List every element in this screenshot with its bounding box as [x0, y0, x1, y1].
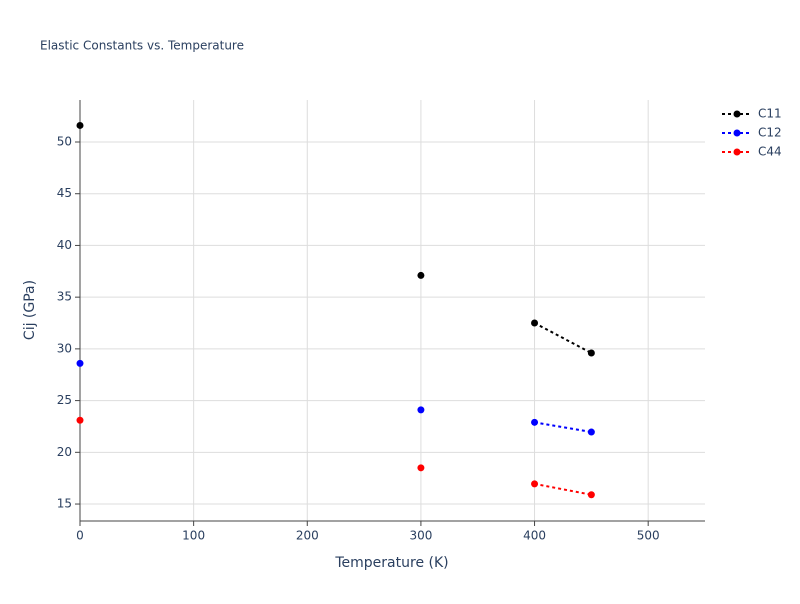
- data-point: [417, 406, 425, 414]
- data-point: [531, 418, 539, 426]
- x-tick-label: 300: [409, 529, 432, 543]
- y-tick-label: 40: [57, 238, 72, 252]
- data-point: [587, 491, 595, 499]
- legend-label: C12: [758, 126, 782, 140]
- x-tick-label: 200: [296, 529, 319, 543]
- y-tick-label: 35: [57, 290, 72, 304]
- data-point: [531, 480, 539, 488]
- y-tick-label: 50: [57, 134, 72, 148]
- legend-marker: [733, 110, 741, 118]
- y-tick-label: 15: [57, 497, 72, 511]
- data-point: [417, 271, 425, 279]
- legend-marker: [733, 148, 741, 156]
- series-line: [534, 322, 592, 354]
- y-tick-label: 45: [57, 186, 72, 200]
- y-tick-label: 25: [57, 393, 72, 407]
- x-tick-label: 100: [182, 529, 205, 543]
- series-line: [534, 482, 592, 496]
- y-tick-label: 20: [57, 445, 72, 459]
- legend-label: C11: [758, 107, 782, 121]
- legend-marker: [733, 129, 741, 137]
- x-tick-label: 400: [523, 529, 546, 543]
- x-tick-label: 0: [76, 529, 84, 543]
- data-point: [587, 349, 595, 357]
- x-tick-label: 500: [637, 529, 660, 543]
- y-axis-label: Cij (GPa): [22, 280, 38, 340]
- legend-label: C44: [758, 145, 782, 159]
- data-point: [76, 416, 84, 424]
- chart-title: Elastic Constants vs. Temperature: [40, 39, 244, 53]
- y-tick-label: 30: [57, 341, 72, 355]
- data-point: [76, 359, 84, 367]
- data-point: [417, 464, 425, 472]
- data-point: [531, 319, 539, 327]
- data-point: [587, 428, 595, 436]
- series-line: [534, 421, 592, 434]
- data-point: [76, 121, 84, 129]
- x-axis-label: Temperature (K): [334, 555, 448, 571]
